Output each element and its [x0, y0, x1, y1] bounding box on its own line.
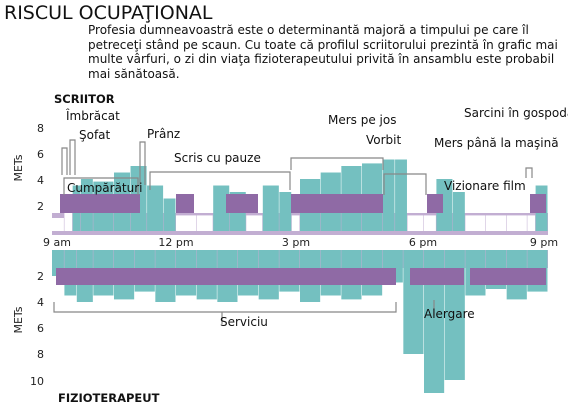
physio-mid-segment	[410, 268, 464, 285]
physio-brackets	[53, 300, 435, 324]
writer-mid-segment	[176, 194, 194, 213]
writer-peak-bar	[527, 215, 536, 231]
writer-mid-segment	[60, 194, 140, 213]
writer-peak-bar	[452, 192, 465, 231]
annotation-mers-masina-text: Mers până la maşină	[434, 136, 559, 150]
writer-mid-segment	[226, 194, 258, 213]
bracket-pranz	[139, 141, 146, 185]
annotation-mers-masina: Mers până la maşină	[434, 136, 559, 150]
writer-ytick: 2	[37, 200, 44, 213]
writer-peak-bar	[465, 215, 486, 231]
writer-peak-bar	[486, 215, 507, 231]
writer-peak-bar	[163, 198, 176, 231]
annotation-scris: Scris cu pauze	[174, 151, 261, 165]
writer-y-axis-label: METs	[12, 154, 25, 181]
writer-panel: 8 6 4 2 METs SCRIITOR Îmbrăcat Şofat Cum…	[12, 92, 568, 235]
physio-ytick: 10	[30, 375, 44, 388]
writer-mid-segment	[291, 194, 383, 213]
physio-mid-segment	[470, 268, 546, 285]
physio-ytick: 2	[37, 270, 44, 283]
writer-panel-label: SCRIITOR	[54, 92, 115, 106]
writer-peak-bar	[436, 179, 453, 231]
writer-peak-bar	[213, 185, 230, 231]
xtick: 9 pm	[530, 236, 558, 249]
bracket-scris	[149, 171, 291, 190]
physio-ytick: 4	[37, 296, 44, 309]
bracket-mers-pe-jos	[290, 157, 384, 170]
bracket-mers-masina	[383, 173, 427, 195]
physio-mid-segment	[56, 268, 396, 285]
annotation-vorbit: Vorbit	[366, 133, 402, 147]
physio-ytick: 8	[37, 348, 44, 361]
writer-peak-bar	[291, 215, 300, 231]
physio-peak-bar	[52, 250, 64, 276]
bracket-sarcini	[525, 167, 533, 178]
writer-peak-bar	[196, 215, 213, 231]
writer-ytick: 4	[37, 174, 44, 187]
writer-mid-segment	[530, 194, 546, 213]
xtick: 9 am	[43, 236, 71, 249]
annotation-pranz: Prânz	[147, 127, 180, 141]
writer-peak-bar	[395, 159, 407, 231]
writer-brackets	[61, 139, 533, 195]
physio-mid-band	[56, 268, 546, 285]
annotation-serviciu: Serviciu	[220, 315, 268, 329]
physio-peak-bar	[403, 250, 424, 354]
physio-ytick: 6	[37, 322, 44, 335]
physio-y-axis-label: METs	[12, 306, 25, 333]
physio-panel-label: FIZIOTERAPEUT	[58, 391, 160, 405]
writer-mid-segment	[427, 194, 443, 213]
writer-peak-bar	[382, 159, 395, 231]
time-axis: 9 am 12 pm 3 pm 6 pm 9 pm	[43, 236, 558, 249]
writer-peak-bar	[64, 211, 73, 231]
annotation-mers-pe-jos: Mers pe jos	[328, 113, 396, 127]
writer-peak-bar	[407, 215, 424, 231]
annotation-sofat: Şofat	[79, 128, 111, 142]
annotation-imbracat: Îmbrăcat	[65, 108, 120, 123]
physio-peak-bar	[424, 250, 445, 393]
writer-mid-band	[60, 194, 546, 213]
writer-peak-bar	[262, 185, 279, 231]
writer-peak-bar	[52, 218, 64, 231]
writer-peak-bar	[279, 192, 292, 231]
xtick: 6 pm	[409, 236, 437, 249]
writer-ytick: 6	[37, 148, 44, 161]
writer-peak-bar	[246, 215, 263, 231]
physio-panel: 2 4 6 8 10 METs FIZIOTERAPEUT Serviciu A…	[12, 250, 548, 405]
annotation-cumparaturi: Cumpărături	[67, 181, 143, 195]
page-title: RISCUL OCUPAŢIONAL	[4, 2, 213, 24]
bracket-sofat	[69, 139, 76, 175]
description-text: Profesia dumneavoastră este o determinan…	[88, 23, 558, 81]
writer-peak-bar	[147, 185, 164, 231]
writer-peak-bar	[506, 215, 527, 231]
annotation-alergare: Alergare	[424, 307, 475, 321]
annotation-sarcini: Sarcini în gospodărie	[464, 106, 568, 120]
xtick: 3 pm	[282, 236, 310, 249]
writer-peak-bar	[176, 215, 197, 231]
annotation-vizionare: Vizionare film	[444, 179, 526, 193]
writer-peak-bar	[424, 215, 436, 231]
bracket-imbracat	[61, 147, 68, 175]
writer-ytick: 8	[37, 122, 44, 135]
bracket-cumparaturi	[63, 177, 139, 195]
bracket-serviciu	[53, 302, 397, 313]
xtick: 12 pm	[158, 236, 193, 249]
